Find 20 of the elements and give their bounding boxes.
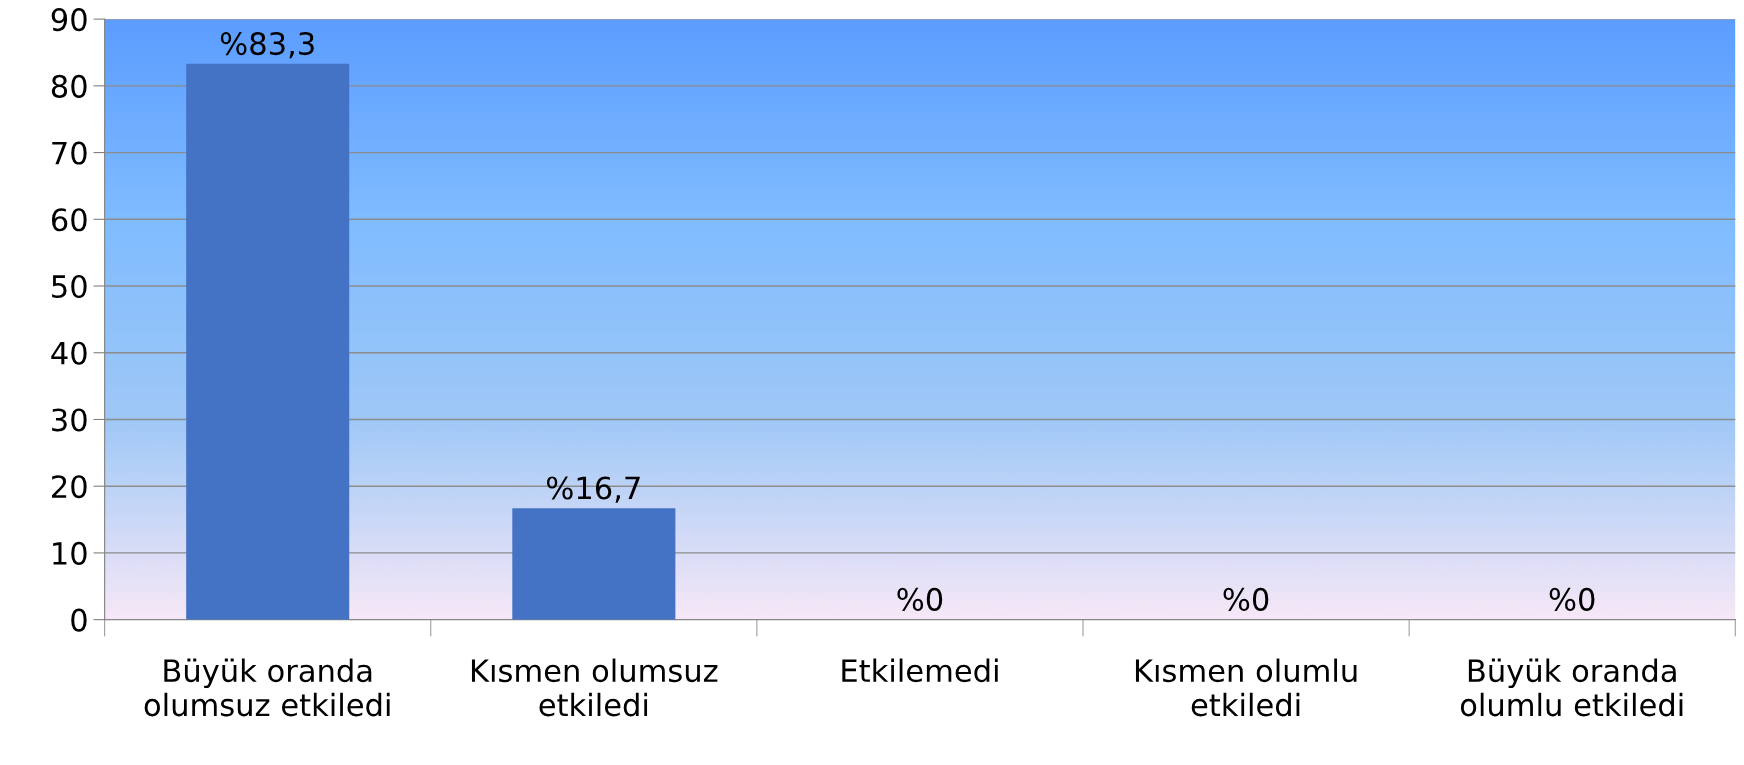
x-tick-label: Büyük oranda olumsuz etkiledi — [144, 658, 390, 717]
data-label: %0 — [1549, 587, 1595, 611]
data-label: %0 — [897, 587, 943, 611]
x-tick-label: Kısmen olumlu etkiledi — [1135, 658, 1357, 717]
data-label: %0 — [1223, 587, 1269, 611]
y-tick-label: 10 — [53, 541, 87, 565]
x-tick-label: Büyük oranda olumlu etkiledi — [1460, 658, 1683, 717]
y-tick-label: 0 — [71, 608, 87, 632]
y-tick-label: 70 — [52, 141, 87, 165]
y-tick-label: 80 — [51, 74, 87, 98]
y-tick-label: 40 — [51, 341, 87, 365]
y-tick-label: 20 — [52, 475, 87, 499]
y-tick-label: 30 — [52, 408, 87, 432]
x-tick-label: Kısmen olumsuz etkiledi — [471, 658, 718, 717]
y-tick-label: 60 — [51, 208, 87, 232]
data-label: %16,7 — [546, 476, 640, 503]
data-label: %83,3 — [220, 32, 314, 59]
x-tick-label: Etkilemedi — [842, 658, 998, 683]
y-tick-label: 50 — [52, 274, 87, 299]
y-tick-label: 90 — [51, 8, 87, 32]
